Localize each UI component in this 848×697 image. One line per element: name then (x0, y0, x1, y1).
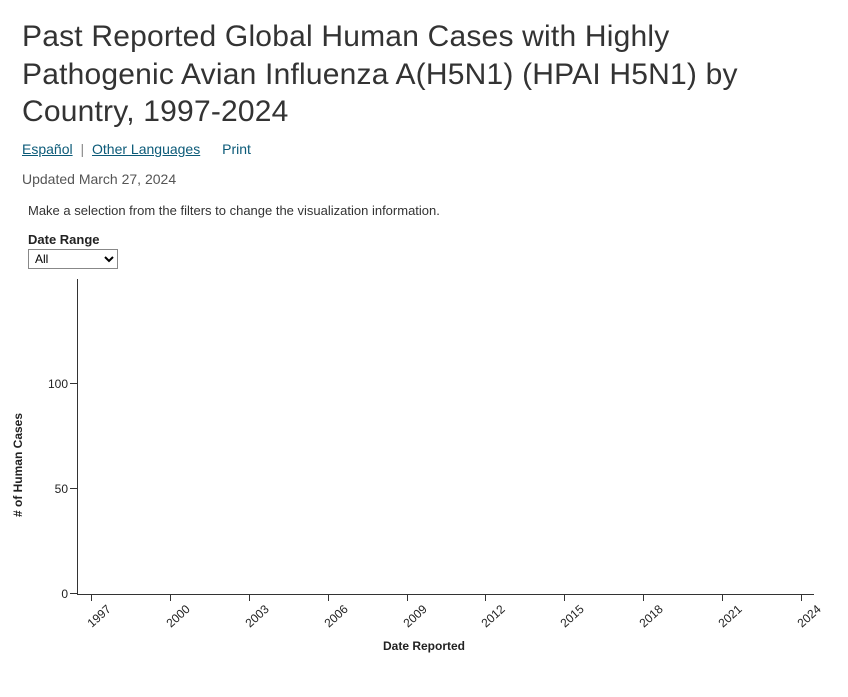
language-link-other[interactable]: Other Languages (92, 141, 200, 157)
x-tick-label: 2000 (164, 602, 193, 630)
y-tick-label: 0 (61, 587, 68, 601)
x-tick-label: 1997 (85, 602, 114, 630)
bar-2023 (765, 279, 784, 594)
bar-2020 (686, 279, 705, 594)
x-tick-label: 2012 (479, 602, 508, 630)
page-title: Past Reported Global Human Cases with Hi… (22, 18, 826, 131)
y-tick-label: 50 (55, 482, 68, 496)
x-tick (407, 594, 408, 601)
bar-2005 (292, 279, 311, 594)
y-tick-label: 100 (48, 377, 68, 391)
x-tick (564, 594, 565, 601)
date-range-filter: Date Range All (28, 232, 826, 269)
print-link[interactable]: Print (222, 141, 251, 157)
language-row: Español | Other Languages Print (22, 141, 826, 157)
bar-2024 (791, 279, 810, 594)
y-tick (70, 488, 78, 489)
x-tick (485, 594, 486, 601)
bar-2006 (318, 279, 337, 594)
bar-2013 (502, 279, 521, 594)
x-tick-label: 2024 (794, 602, 823, 630)
updated-date: Updated March 27, 2024 (22, 171, 826, 187)
bar-2017 (607, 279, 626, 594)
filter-instruction: Make a selection from the filters to cha… (28, 203, 826, 218)
language-link-espanol[interactable]: Español (22, 141, 73, 157)
bar-2002 (213, 279, 232, 594)
x-tick (643, 594, 644, 601)
x-tick (170, 594, 171, 601)
x-tick-label: 2003 (242, 602, 271, 630)
bar-1997 (82, 279, 101, 594)
bar-2008 (371, 279, 390, 594)
bar-2009 (397, 279, 416, 594)
x-tick (801, 594, 802, 601)
bar-2018 (634, 279, 653, 594)
chart: # of Human Cases 05010019972000200320062… (22, 275, 826, 655)
x-tick (91, 594, 92, 601)
bar-2014 (529, 279, 548, 594)
bar-2019 (660, 279, 679, 594)
bar-2010 (423, 279, 442, 594)
x-axis-title: Date Reported (383, 639, 465, 653)
x-tick-label: 2006 (321, 602, 350, 630)
bar-1998 (108, 279, 127, 594)
bars-layer (78, 279, 814, 594)
date-range-select[interactable]: All (28, 249, 118, 269)
bar-2012 (476, 279, 495, 594)
x-tick-label: 2018 (637, 602, 666, 630)
bar-1999 (134, 279, 153, 594)
x-tick (328, 594, 329, 601)
x-tick-label: 2009 (400, 602, 429, 630)
bar-2021 (713, 279, 732, 594)
x-tick (722, 594, 723, 601)
date-range-label: Date Range (28, 232, 826, 247)
bar-2000 (161, 279, 180, 594)
plot-area: 0501001997200020032006200920122015201820… (77, 279, 814, 595)
x-tick (249, 594, 250, 601)
x-tick-label: 2015 (558, 602, 587, 630)
bar-2004 (266, 279, 285, 594)
bar-2001 (187, 279, 206, 594)
bar-2003 (239, 279, 258, 594)
separator: | (80, 141, 84, 157)
y-axis-title: # of Human Cases (11, 412, 25, 516)
bar-2022 (739, 279, 758, 594)
x-tick-label: 2021 (716, 602, 745, 630)
bar-2015 (555, 279, 574, 594)
bar-2016 (581, 279, 600, 594)
bar-2011 (450, 279, 469, 594)
bar-2007 (345, 279, 364, 594)
y-tick (70, 593, 78, 594)
y-tick (70, 383, 78, 384)
